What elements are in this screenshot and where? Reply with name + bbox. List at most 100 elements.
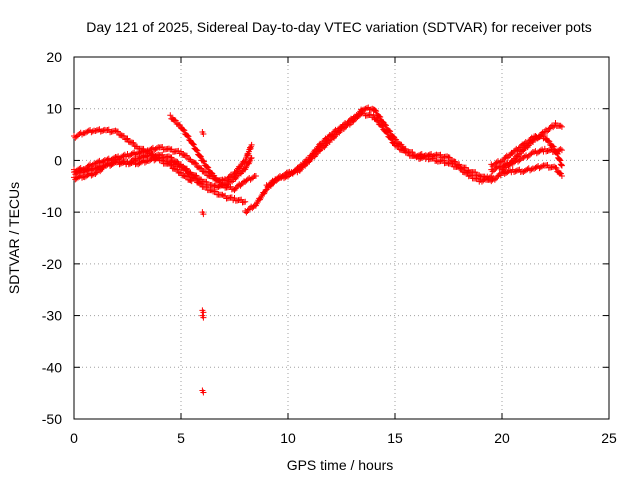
data-point-marker xyxy=(468,172,475,179)
data-point-marker xyxy=(117,160,124,167)
data-point-marker xyxy=(151,153,158,160)
data-point-marker xyxy=(167,112,174,119)
plot-frame xyxy=(74,57,609,419)
data-point-marker xyxy=(558,161,565,168)
data-point-marker xyxy=(174,166,181,173)
y-tick-label: -30 xyxy=(42,308,62,324)
data-point-marker xyxy=(111,160,118,167)
data-point-marker xyxy=(203,178,210,185)
data-point-marker xyxy=(412,152,419,159)
data-point-marker xyxy=(552,164,559,171)
data-point-marker xyxy=(462,164,469,171)
data-point-marker xyxy=(183,165,190,172)
data-point-marker xyxy=(505,168,512,175)
data-point-marker xyxy=(557,157,564,164)
data-point-marker xyxy=(192,146,199,153)
data-point-marker xyxy=(416,156,423,163)
data-point-marker xyxy=(116,161,123,168)
data-point-marker xyxy=(79,169,86,176)
data-point-marker xyxy=(165,153,172,160)
data-point-marker xyxy=(493,159,500,166)
data-point-marker xyxy=(185,133,192,140)
data-point-marker xyxy=(215,183,222,190)
data-point-marker xyxy=(178,148,184,155)
y-tick-label: 20 xyxy=(46,49,62,65)
data-point-marker xyxy=(172,117,179,124)
data-point-marker xyxy=(120,152,127,159)
data-point-marker xyxy=(145,152,152,159)
data-point-marker xyxy=(387,135,394,142)
data-point-marker xyxy=(197,153,204,160)
y-tick-labels: 20 10 0 -10 -20 -30 -40 -50 xyxy=(42,49,62,427)
y-tick-label: -20 xyxy=(42,256,62,272)
x-tick-label: 0 xyxy=(70,430,78,446)
data-point-marker xyxy=(282,174,289,181)
data-point-marker xyxy=(205,164,212,171)
x-axis-label: GPS time / hours xyxy=(287,457,394,473)
data-point-marker xyxy=(208,187,215,194)
data-point-marker xyxy=(497,172,504,179)
data-point-marker xyxy=(132,157,139,164)
data-point-marker xyxy=(197,153,204,160)
data-point-marker xyxy=(557,122,564,129)
data-point-marker xyxy=(129,156,136,163)
data-point-marker xyxy=(511,168,518,175)
data-point-marker xyxy=(350,114,357,121)
data-point-marker xyxy=(180,126,187,133)
data-point-marker xyxy=(486,174,493,181)
data-point-marker xyxy=(546,138,553,145)
x-tick-label: 5 xyxy=(177,430,185,446)
data-point-marker xyxy=(474,175,481,182)
data-point-marker xyxy=(219,191,226,198)
data-point-marker xyxy=(93,127,100,134)
data-point-marker xyxy=(517,156,524,163)
data-point-marker xyxy=(152,152,159,159)
plot-area xyxy=(74,57,609,419)
data-point-marker xyxy=(242,198,249,205)
data-point-marker xyxy=(76,130,83,137)
data-point-marker xyxy=(200,389,207,396)
data-point-marker xyxy=(552,120,559,127)
data-point-marker xyxy=(388,135,395,142)
y-tick-label: -40 xyxy=(42,359,62,375)
data-point-marker xyxy=(375,117,382,124)
data-point-marker xyxy=(553,165,560,172)
x-tick-label: 25 xyxy=(601,430,617,446)
data-point-marker xyxy=(153,145,160,152)
data-point-marker xyxy=(92,128,99,135)
data-point-marker xyxy=(228,194,235,201)
data-point-marker xyxy=(513,167,520,174)
x-tick-label: 15 xyxy=(387,430,403,446)
data-point-marker xyxy=(472,169,479,176)
data-point-marker xyxy=(79,174,86,181)
data-point-marker xyxy=(496,165,503,172)
data-point-marker xyxy=(539,163,546,170)
x-tick-label: 10 xyxy=(280,430,296,446)
data-point-marker xyxy=(370,112,377,119)
data-point-marker xyxy=(112,127,119,134)
data-point-marker xyxy=(512,168,519,175)
data-point-marker xyxy=(395,143,402,150)
data-point-marker xyxy=(168,154,175,161)
data-point-marker xyxy=(537,147,544,154)
data-point-marker xyxy=(204,163,211,170)
data-point-marker xyxy=(393,136,400,143)
data-point-marker xyxy=(120,132,127,139)
data-point-marker xyxy=(190,141,197,148)
data-point-marker xyxy=(198,165,205,172)
data-point-marker xyxy=(252,172,259,179)
data-point-marker xyxy=(556,156,563,163)
data-point-marker xyxy=(558,147,565,154)
data-point-marker xyxy=(192,160,199,167)
series-track-f xyxy=(263,110,495,190)
data-point-marker xyxy=(123,153,130,160)
data-point-marker xyxy=(465,173,472,180)
data-point-marker xyxy=(147,152,154,159)
data-point-marker xyxy=(190,141,197,148)
data-point-marker xyxy=(181,127,188,134)
y-axis-label: SDTVAR / TECUs xyxy=(6,182,22,294)
data-point-marker xyxy=(557,161,564,168)
data-point-marker xyxy=(176,122,183,129)
data-point-marker xyxy=(143,153,150,160)
